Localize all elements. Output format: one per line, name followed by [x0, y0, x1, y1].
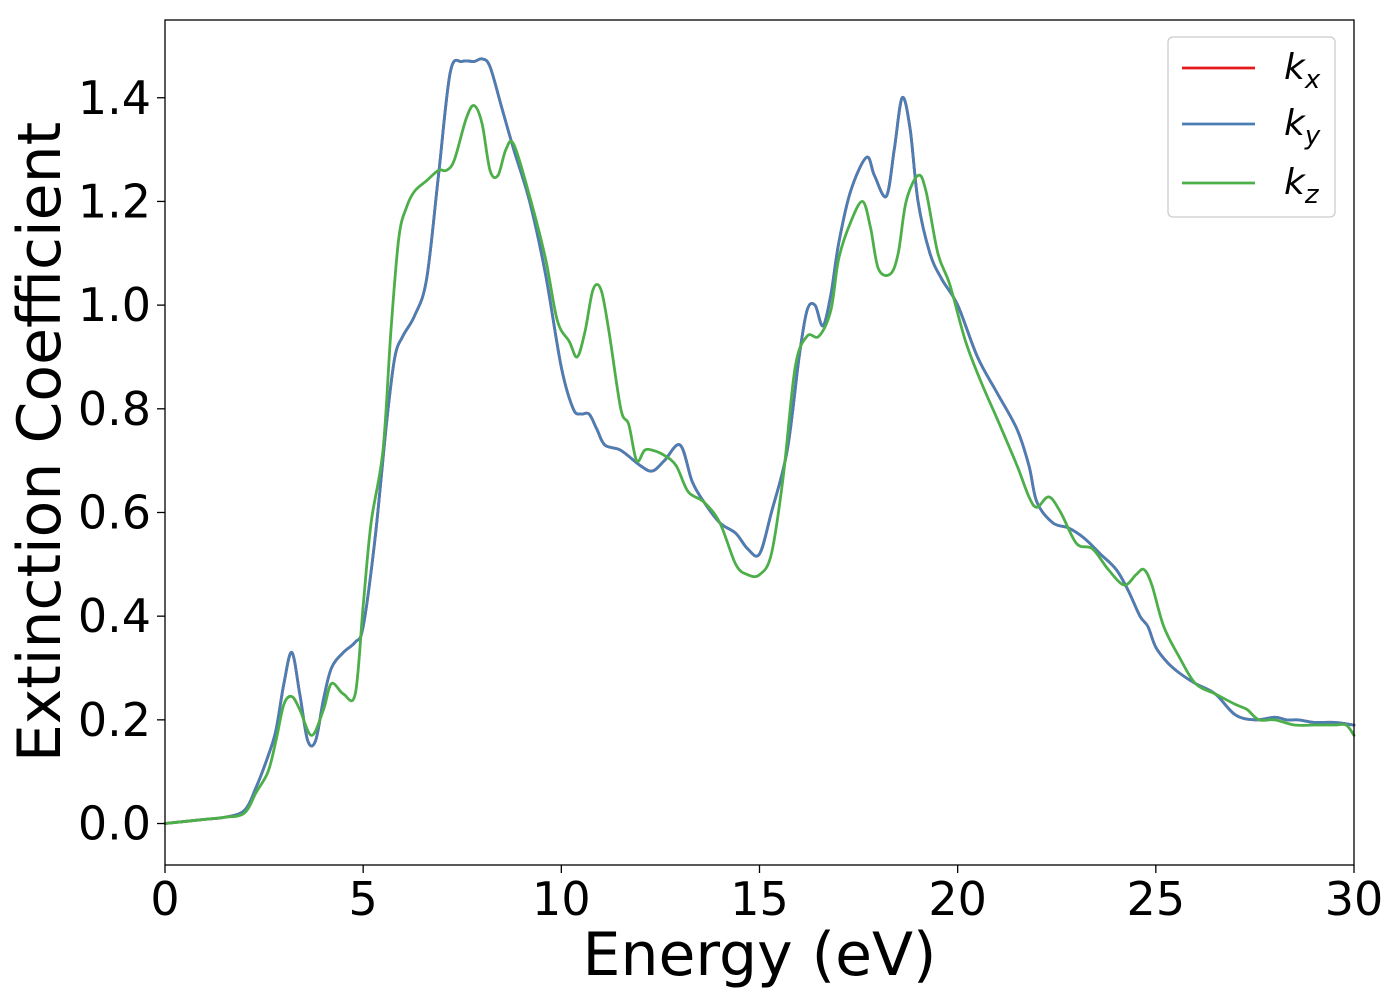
y-tick-label: 0.8 [78, 382, 151, 436]
x-tick-label: 0 [150, 872, 179, 926]
legend-label-kx: kx [1284, 47, 1321, 95]
x-tick-label: 15 [730, 872, 789, 926]
y-tick-label: 0.4 [78, 589, 151, 643]
x-tick-label: 20 [928, 872, 987, 926]
legend-box [1167, 36, 1336, 218]
legend: kx ky kz [1167, 36, 1336, 218]
series-line-kz [163, 104, 1356, 825]
y-tick-label: 1.2 [78, 174, 151, 228]
y-tick-label: 0.2 [78, 693, 151, 747]
x-tick-label: 25 [1127, 872, 1186, 926]
series-line-ky [163, 57, 1356, 825]
y-axis-label: Extinction Coefficient [5, 122, 75, 762]
x-tick-label: 5 [349, 872, 378, 926]
x-axis-label: Energy (eV) [583, 920, 937, 990]
y-tick-label: 0.0 [78, 797, 151, 851]
legend-label-kz: kz [1284, 162, 1320, 210]
legend-label-ky: ky [1284, 103, 1321, 151]
y-tick-label: 1.0 [78, 278, 151, 332]
x-tick-label: 10 [532, 872, 591, 926]
y-tick-label: 0.6 [78, 485, 151, 539]
y-tick-label: 1.4 [78, 71, 151, 125]
x-tick-label: 30 [1325, 872, 1384, 926]
